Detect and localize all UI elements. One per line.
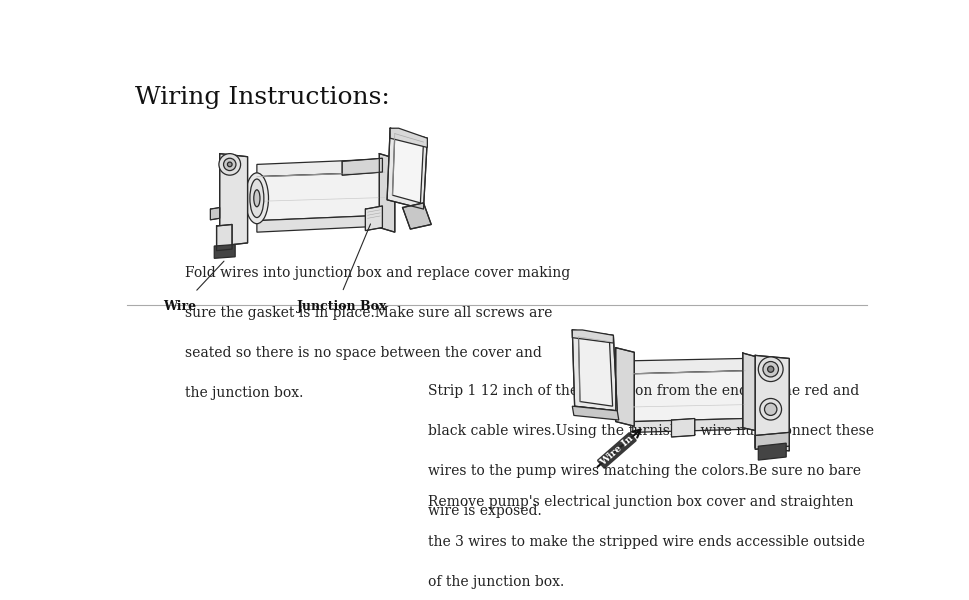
Text: Remove pump's electrical junction box cover and straighten

the 3 wires to make : Remove pump's electrical junction box co… [427, 495, 864, 589]
Polygon shape [615, 347, 634, 426]
Text: Fold wires into junction box and replace cover making

sure the gasket is in pla: Fold wires into junction box and replace… [185, 266, 570, 400]
Polygon shape [632, 371, 744, 422]
Polygon shape [257, 172, 385, 221]
Polygon shape [632, 419, 744, 433]
Polygon shape [216, 224, 232, 251]
Polygon shape [572, 406, 618, 420]
Polygon shape [365, 206, 382, 230]
Polygon shape [755, 355, 789, 451]
Ellipse shape [254, 190, 260, 207]
Ellipse shape [245, 173, 268, 224]
Polygon shape [578, 337, 612, 406]
Polygon shape [387, 128, 427, 209]
Circle shape [759, 398, 781, 420]
Text: Junction Box: Junction Box [297, 300, 387, 313]
Polygon shape [742, 353, 756, 431]
Polygon shape [632, 358, 744, 374]
Ellipse shape [250, 179, 264, 218]
Circle shape [763, 362, 778, 377]
Polygon shape [671, 419, 694, 437]
Polygon shape [257, 215, 385, 232]
Text: Strip 1 12 inch of the insulation from the ends of the red and

black cable wire: Strip 1 12 inch of the insulation from t… [427, 384, 873, 518]
Polygon shape [257, 159, 385, 177]
Circle shape [227, 162, 232, 167]
Polygon shape [390, 128, 427, 148]
Polygon shape [758, 443, 786, 460]
Polygon shape [755, 433, 789, 449]
Text: Wire In: Wire In [598, 434, 635, 467]
Polygon shape [219, 154, 247, 246]
Polygon shape [392, 134, 423, 203]
Circle shape [764, 403, 776, 415]
Polygon shape [210, 208, 219, 220]
Polygon shape [572, 330, 616, 411]
Polygon shape [572, 330, 612, 343]
Polygon shape [342, 158, 382, 175]
Circle shape [758, 357, 782, 382]
Polygon shape [214, 244, 234, 259]
Circle shape [766, 366, 773, 372]
Circle shape [223, 158, 235, 170]
Text: Wiring Instructions:: Wiring Instructions: [135, 86, 390, 109]
Polygon shape [402, 203, 431, 229]
Circle shape [219, 154, 240, 175]
Polygon shape [379, 154, 394, 232]
Text: Wire: Wire [163, 300, 196, 313]
